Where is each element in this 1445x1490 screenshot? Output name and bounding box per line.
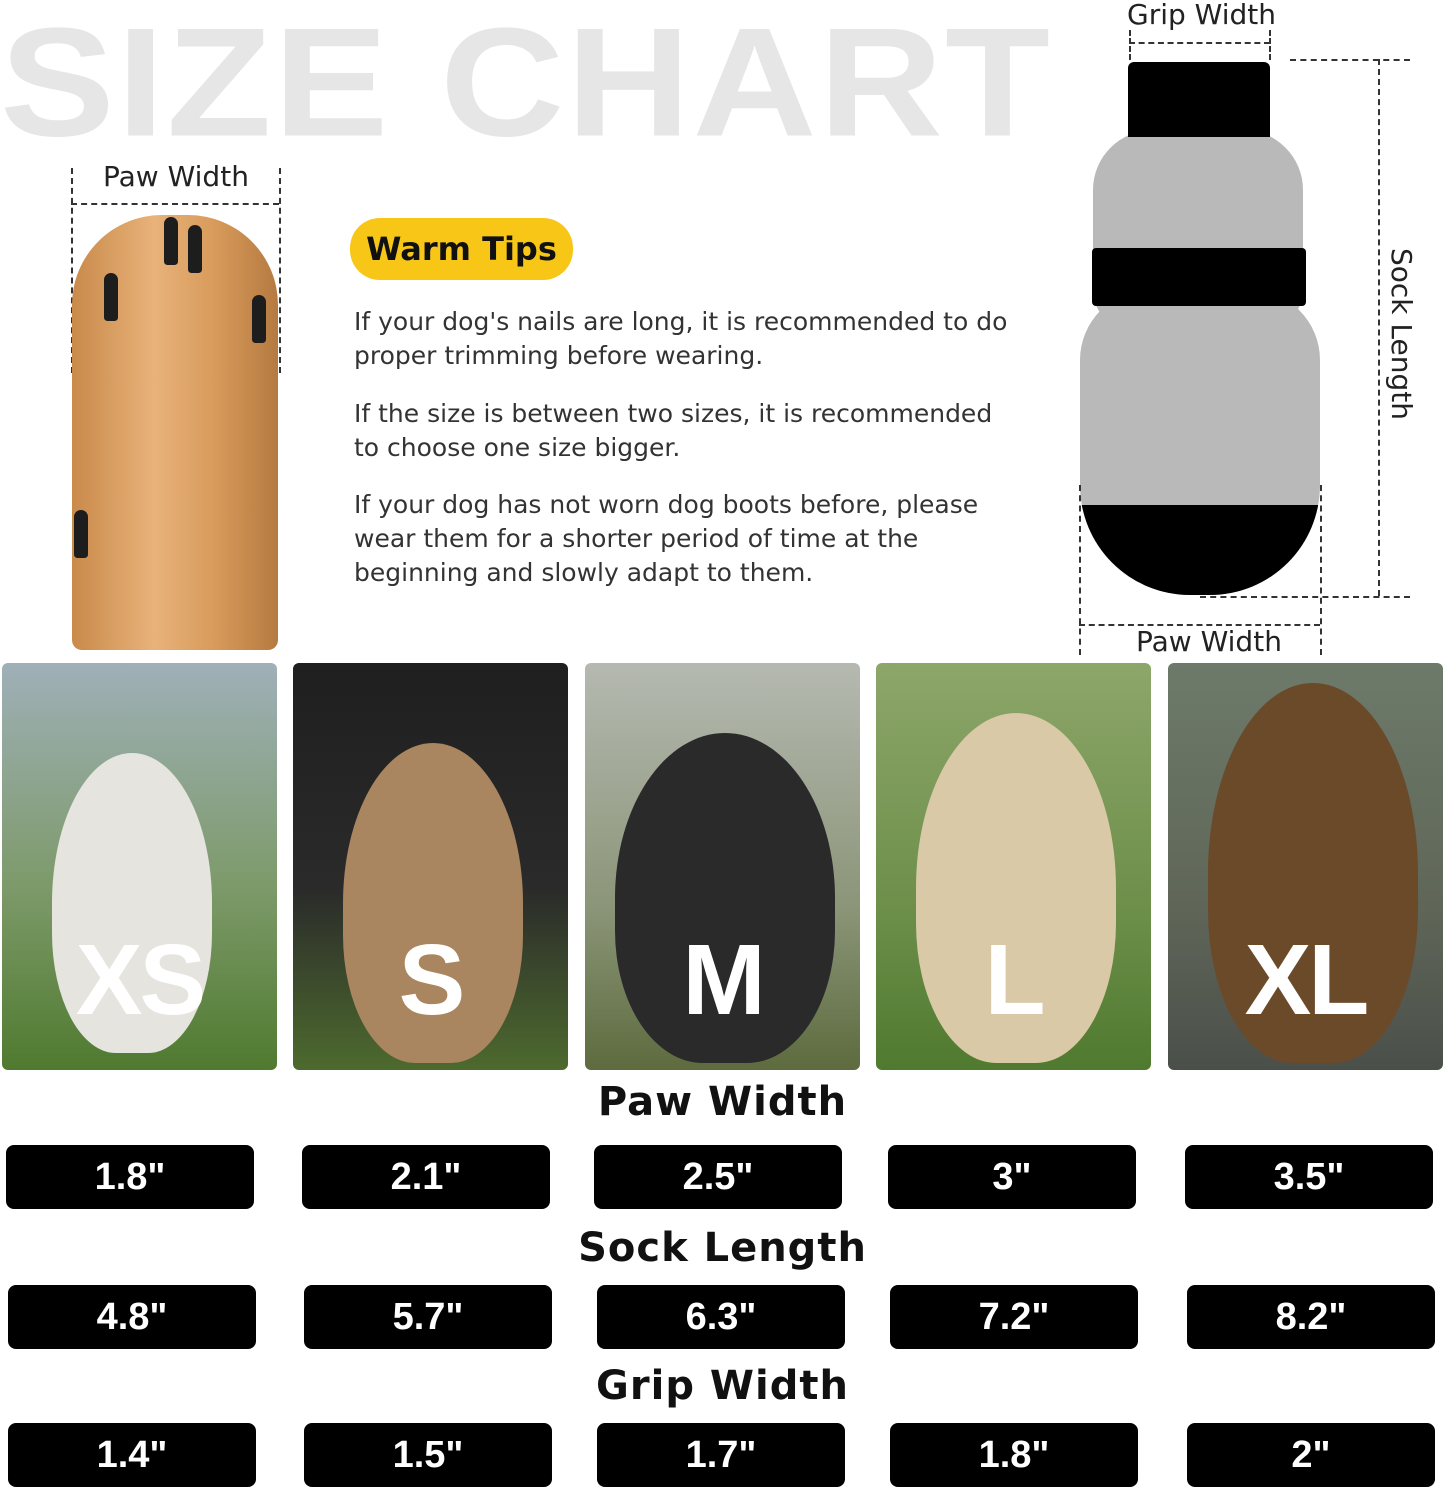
- sock-cuff: [1128, 62, 1270, 137]
- size-label: S: [398, 924, 466, 1036]
- dimension-line: [1320, 485, 1322, 655]
- paw-width-label: Paw Width: [103, 160, 249, 193]
- grip-width-label: Grip Width: [1127, 0, 1277, 31]
- dimension-line: [1269, 30, 1271, 60]
- sock-length-heading: Sock Length: [578, 1225, 867, 1271]
- sock-length-s: 5.7": [304, 1285, 552, 1349]
- dimension-line: [1129, 30, 1131, 60]
- grip-width-xl: 2": [1187, 1423, 1435, 1487]
- dimension-line: [1200, 596, 1410, 598]
- size-label: M: [682, 924, 765, 1036]
- paw-width-xs: 1.8": [6, 1145, 254, 1209]
- size-card-s: S: [293, 663, 568, 1070]
- dimension-line: [1079, 624, 1320, 626]
- sock-strap: [1092, 248, 1306, 306]
- size-card-xs: XS: [2, 663, 277, 1070]
- dimension-line: [1378, 59, 1380, 596]
- sock-length-m: 6.3": [597, 1285, 845, 1349]
- grip-width-heading: Grip Width: [596, 1363, 849, 1409]
- paw-width-heading: Paw Width: [597, 1079, 848, 1125]
- size-card-l: L: [876, 663, 1151, 1070]
- size-label: XS: [75, 924, 206, 1036]
- dimension-line: [1290, 59, 1410, 61]
- dimension-line: [1079, 485, 1081, 655]
- paw-width-m: 2.5": [594, 1145, 842, 1209]
- dog-paw-image: [72, 215, 278, 650]
- dimension-line: [279, 168, 281, 373]
- grip-width-m: 1.7": [597, 1423, 845, 1487]
- sock-length-xl: 8.2": [1187, 1285, 1435, 1349]
- size-card-xl: XL: [1168, 663, 1443, 1070]
- paw-width-xl: 3.5": [1185, 1145, 1433, 1209]
- dimension-line: [71, 203, 279, 205]
- paw-width-l: 3": [888, 1145, 1136, 1209]
- paw-width-label: Paw Width: [1136, 625, 1282, 658]
- size-label: XL: [1244, 924, 1370, 1036]
- size-chart-title: SIZE CHART: [0, 0, 1052, 169]
- grip-width-l: 1.8": [890, 1423, 1138, 1487]
- size-card-m: M: [585, 663, 860, 1070]
- sock-foot: [1080, 290, 1320, 595]
- dimension-line: [1129, 42, 1270, 44]
- tip-text: If your dog's nails are long, it is reco…: [354, 307, 1008, 370]
- tip-text: If the size is between two sizes, it is …: [354, 399, 993, 462]
- warm-tips-badge: Warm Tips: [350, 218, 573, 280]
- sock-length-l: 7.2": [890, 1285, 1138, 1349]
- tip-text: If your dog has not worn dog boots befor…: [354, 490, 979, 587]
- dimension-line: [71, 168, 73, 373]
- sock-length-label: Sock Length: [1385, 248, 1418, 420]
- size-label: L: [984, 924, 1045, 1036]
- sock-length-xs: 4.8": [8, 1285, 256, 1349]
- grip-width-xs: 1.4": [8, 1423, 256, 1487]
- grip-width-s: 1.5": [304, 1423, 552, 1487]
- paw-width-s: 2.1": [302, 1145, 550, 1209]
